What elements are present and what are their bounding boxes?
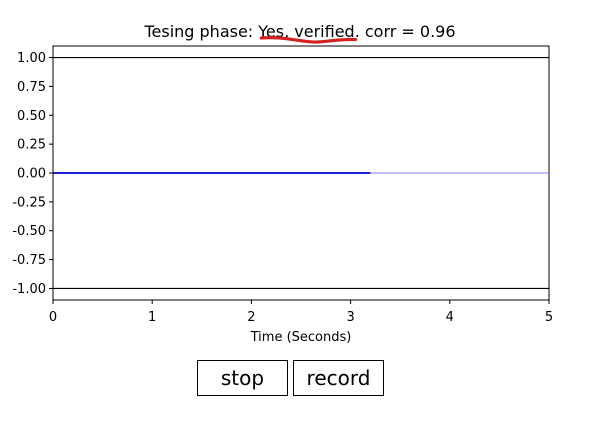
y-tick-label-3: 0.25 — [17, 138, 46, 153]
x-tick-label-4: 4 — [446, 310, 454, 325]
plot-area: 1.00 0.75 0.50 0.25 0.00 -0.25 -0.50 -0.75 -1.00… — [12, 45, 553, 325]
x-tick-label-3: 3 — [346, 310, 354, 325]
y-tick-label-5: -0.25 — [12, 195, 46, 210]
y-tick-label-7: -0.75 — [12, 253, 46, 268]
x-tick-label-2: 2 — [247, 310, 255, 325]
red-underline-annotation — [259, 36, 358, 44]
x-tick-label-0: 0 — [49, 310, 57, 325]
chart-title: Tesing phase: Yes, verified. corr = 0.96 — [143, 22, 455, 41]
y-tick-label-6: -0.50 — [12, 224, 46, 239]
stop-button[interactable]: stop — [197, 360, 288, 396]
record-button[interactable]: record — [293, 360, 384, 396]
x-tick-label-1: 1 — [148, 310, 156, 325]
x-axis-label: Time (Seconds) — [250, 330, 352, 345]
y-tick-label-0: 1.00 — [17, 51, 46, 66]
y-tick-label-4: 0.00 — [17, 167, 46, 182]
x-tick-label-5: 5 — [545, 310, 553, 325]
y-tick-label-1: 0.75 — [17, 80, 46, 95]
annotation-layer — [259, 36, 358, 44]
y-tick-label-2: 0.50 — [17, 109, 46, 124]
y-tick-label-8: -1.00 — [12, 282, 46, 297]
